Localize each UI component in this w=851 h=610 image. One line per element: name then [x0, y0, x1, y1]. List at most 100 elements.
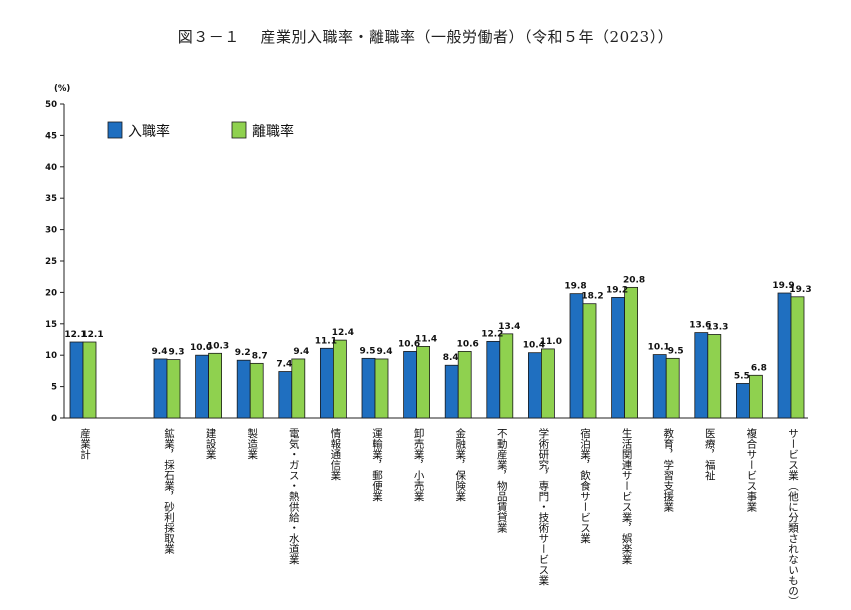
bar-rishoku-3 — [249, 362, 264, 419]
y-axis: 0 5 10 15 20 25 30 35 40 45 50 — [45, 100, 808, 424]
bar-rishoku-5 — [332, 339, 347, 419]
category-label: 電気・ガス・熱供給・水道業 — [288, 428, 300, 565]
bar-rishoku-0 — [82, 341, 97, 419]
bar-rishoku-16 — [790, 296, 805, 419]
category-label: 製造業 — [246, 427, 258, 460]
value-label: 13.6 — [689, 321, 711, 331]
value-label: 11.0 — [540, 337, 562, 347]
bar-nyushoku-0 — [69, 341, 84, 419]
legend: 入職率 離職率 — [107, 121, 294, 140]
value-label: 9.3 — [169, 348, 185, 358]
value-label: 19.3 — [789, 285, 811, 295]
value-label: 19.9 — [772, 281, 794, 291]
bar-rishoku-2 — [208, 352, 223, 419]
bar-nyushoku-2 — [195, 354, 210, 419]
bar-rishoku-13 — [665, 357, 680, 419]
bar-rishoku-8 — [457, 351, 472, 419]
value-label: 6.8 — [751, 363, 767, 373]
chart-title: 図３－１ 産業別入職率・離職率（一般労働者）（令和５年（2023）） — [177, 28, 674, 46]
bar-rishoku-15 — [749, 374, 763, 419]
category-label: 宿泊業，飲食サービス業 — [579, 427, 591, 544]
category-label: 運輸業，郵便業 — [371, 428, 383, 502]
value-label: 19.2 — [606, 285, 628, 295]
y-tick-label: 45 — [45, 131, 57, 141]
bar-nyushoku-13 — [652, 354, 667, 419]
bar-rishoku-14 — [707, 334, 722, 419]
value-label: 12.1 — [64, 330, 86, 340]
value-label: 12.4 — [332, 328, 354, 338]
y-tick-label: 20 — [45, 288, 57, 298]
value-label: 9.4 — [293, 347, 309, 357]
value-label: 10.3 — [207, 341, 229, 351]
value-label: 11.1 — [315, 336, 337, 346]
legend-swatch — [107, 121, 123, 139]
category-label: 建設業 — [205, 427, 217, 460]
bar-nyushoku-11 — [569, 293, 584, 419]
bar-rishoku-1 — [166, 359, 181, 419]
value-label: 13.4 — [498, 322, 520, 332]
bar-rishoku-9 — [499, 333, 514, 419]
y-tick-label: 0 — [51, 414, 57, 424]
y-tick-label: 40 — [45, 163, 57, 173]
value-label: 9.4 — [377, 347, 393, 357]
value-label: 10.0 — [190, 343, 212, 353]
legend-label: 離職率 — [252, 123, 294, 140]
value-label: 10.6 — [457, 339, 479, 349]
value-label: 12.1 — [81, 330, 103, 340]
bar-rishoku-10 — [541, 348, 555, 419]
category-label: 卸売業，小売業 — [413, 427, 425, 502]
category-label: 産業計 — [79, 427, 91, 460]
bars — [69, 286, 805, 419]
legend-swatch — [231, 121, 247, 139]
y-tick-label: 15 — [45, 320, 57, 330]
value-label: 19.8 — [564, 282, 586, 292]
bar-nyushoku-12 — [611, 297, 625, 419]
category-label: 情報通信業 — [329, 427, 341, 481]
value-label: 8.4 — [443, 353, 459, 363]
bar-nyushoku-16 — [777, 292, 792, 419]
bar-nyushoku-3 — [236, 359, 251, 419]
value-label: 10.4 — [523, 341, 545, 351]
category-label: 鉱業，採石業，砂利採取業 — [163, 427, 175, 555]
y-tick-label: 5 — [51, 383, 57, 393]
value-label: 10.6 — [398, 339, 420, 349]
bar-rishoku-7 — [416, 346, 431, 419]
bar-nyushoku-7 — [403, 351, 418, 419]
value-label: 8.7 — [252, 351, 268, 361]
y-tick-label: 10 — [45, 351, 57, 361]
bar-nyushoku-15 — [736, 383, 750, 419]
bar-nyushoku-9 — [486, 340, 501, 419]
y-tick-label: 25 — [45, 257, 57, 267]
category-labels: 産業計 鉱業，採石業，砂利採取業 建設業 製造業 電気・ガス・熱供給・水道業 情報通信業 運… — [79, 427, 799, 606]
category-label: 金融業，保険業 — [454, 427, 466, 502]
bar-nyushoku-4 — [278, 371, 293, 419]
bar-nyushoku-14 — [694, 332, 709, 419]
value-label: 9.2 — [235, 348, 251, 358]
category-label: 医療，福祉 — [704, 428, 716, 481]
category-label: 教育，学習支援業 — [662, 427, 674, 513]
value-label: 7.4 — [276, 360, 292, 370]
category-label: 生活関連サービス業，娯楽業 — [621, 427, 633, 565]
value-label: 9.5 — [668, 346, 684, 356]
y-tick-label: 30 — [45, 226, 57, 236]
y-tick-label: 50 — [45, 100, 57, 110]
value-label: 9.5 — [360, 346, 376, 356]
bar-rishoku-11 — [582, 303, 597, 419]
value-label: 18.2 — [581, 292, 603, 302]
category-label: 複合サービス事業 — [745, 427, 757, 513]
bar-nyushoku-10 — [528, 352, 542, 419]
value-label: 10.1 — [648, 343, 670, 353]
y-axis-unit: (%) — [54, 84, 70, 94]
value-label: 5.5 — [734, 371, 750, 381]
bar-nyushoku-1 — [153, 358, 168, 419]
value-label: 11.4 — [415, 334, 437, 344]
y-tick-label: 35 — [45, 194, 57, 204]
value-label: 13.3 — [706, 322, 728, 332]
category-label: 学術研究，専門・技術サービス業 — [537, 427, 549, 586]
bar-nyushoku-6 — [361, 357, 376, 419]
bar-nyushoku-8 — [444, 364, 459, 419]
value-label: 9.4 — [152, 347, 168, 357]
legend-label: 入職率 — [128, 123, 170, 140]
category-label: 不動産業，物品賃貸業 — [496, 428, 508, 534]
